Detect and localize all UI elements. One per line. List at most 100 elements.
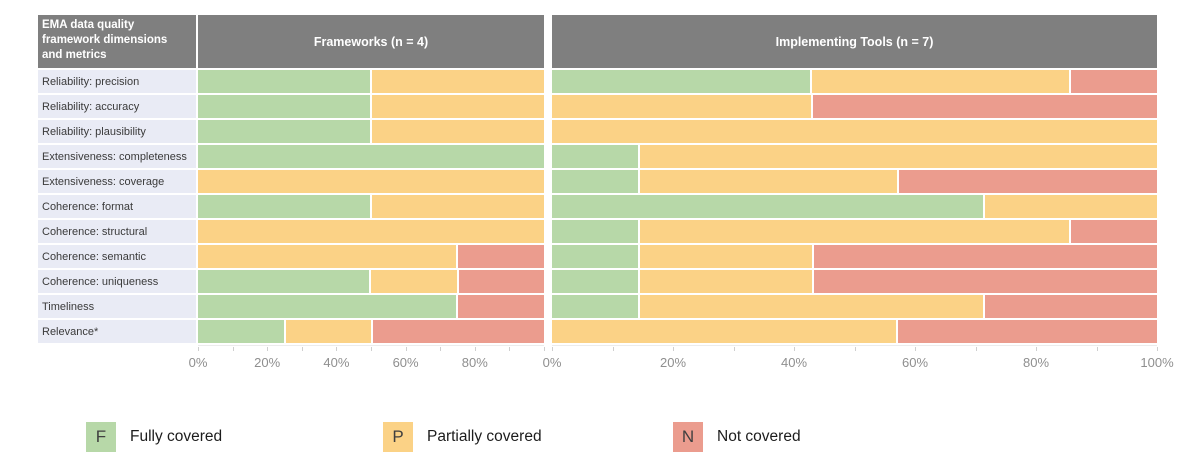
chart-grid: EMA data quality framework dimensions an… — [38, 15, 1200, 380]
bar-segment-partially-covered — [984, 195, 1157, 218]
bar-segment-partially-covered — [639, 220, 1070, 243]
bar-segment-not-covered — [899, 170, 1158, 193]
axis-tick-label: 20% — [659, 355, 687, 370]
tools-bar-track — [552, 95, 1157, 118]
axis-tick-label: 60% — [392, 355, 419, 370]
row-label: Coherence: uniqueness — [38, 270, 198, 293]
panel-gap — [544, 15, 552, 68]
bar-segment-fully-covered — [552, 245, 638, 268]
panel-gap — [544, 170, 552, 193]
bar-segment-not-covered — [1071, 220, 1157, 243]
bar-segment-not-covered — [813, 270, 1157, 293]
bar-segment-partially-covered — [198, 170, 544, 193]
axis-tick — [440, 347, 442, 351]
panel-gap — [544, 145, 552, 168]
row-label: Extensiveness: coverage — [38, 170, 198, 193]
panel-gap — [544, 245, 552, 268]
axis-tick — [301, 347, 303, 351]
bar-segment-not-covered — [1071, 70, 1158, 93]
bar-segment-partially-covered — [372, 70, 544, 93]
axis-tick-label: 0% — [542, 355, 562, 370]
bar-segment-fully-covered — [198, 120, 370, 143]
frameworks-bar-track — [198, 95, 544, 118]
bar-segment-fully-covered — [198, 320, 284, 343]
tools-x-axis: 0% 20% 40% 60% 80% 100% — [543, 345, 1174, 380]
axis-tick — [1096, 347, 1098, 351]
row-label: Extensiveness: completeness — [38, 145, 198, 168]
bar-segment-fully-covered — [198, 295, 456, 318]
axis-tick — [552, 347, 553, 351]
bar-segment-fully-covered — [198, 145, 544, 168]
frameworks-x-axis: 0% 20% 40% 60% 80% — [189, 345, 545, 380]
axis-tick — [232, 347, 234, 351]
chart-page: EMA data quality framework dimensions an… — [38, 15, 1200, 452]
legend-item-partially-covered: P Partially covered — [383, 422, 542, 452]
row-dimension-header: EMA data quality framework dimensions an… — [38, 15, 198, 68]
axis-tick — [474, 347, 476, 351]
bar-segment-fully-covered — [198, 70, 370, 93]
panel-gap — [544, 70, 552, 93]
tools-bar-track — [552, 245, 1157, 268]
axis-tick — [612, 347, 614, 351]
frameworks-bar-track — [198, 320, 544, 343]
tools-bar-track — [552, 170, 1158, 193]
bar-segment-partially-covered — [371, 270, 457, 293]
axis-tick — [794, 347, 795, 351]
bar-segment-partially-covered — [198, 245, 456, 268]
bar-segment-partially-covered — [811, 70, 1070, 93]
bar-segment-partially-covered — [372, 95, 544, 118]
axis-tick-label: 80% — [1022, 355, 1050, 370]
partially-covered-label: Partially covered — [427, 428, 542, 445]
panel-gap — [544, 295, 552, 318]
axis-tick-label: 60% — [901, 355, 929, 370]
fully-covered-swatch: F — [86, 422, 116, 452]
axis-tick — [336, 347, 338, 351]
panel-gap — [544, 345, 552, 380]
fully-covered-label: Fully covered — [130, 428, 223, 445]
bar-segment-fully-covered — [552, 170, 638, 193]
axis-tick — [733, 347, 735, 351]
row-label: Coherence: semantic — [38, 245, 198, 268]
frameworks-bar-track — [198, 170, 544, 193]
tools-bar-track — [552, 320, 1157, 343]
panel-gap — [544, 320, 552, 343]
tools-bar-track — [552, 295, 1157, 318]
axis-tick — [673, 347, 674, 351]
axis-tick — [975, 347, 977, 351]
bar-segment-fully-covered — [552, 195, 983, 218]
frameworks-bar-track — [198, 220, 544, 243]
frameworks-panel-header: Frameworks (n = 4) — [198, 15, 544, 68]
not-covered-label: Not covered — [717, 428, 801, 445]
bar-segment-partially-covered — [552, 120, 1157, 143]
axis-tick — [198, 347, 199, 351]
frameworks-bar-track — [198, 145, 544, 168]
bar-segment-not-covered — [813, 245, 1157, 268]
bar-segment-fully-covered — [552, 220, 638, 243]
tools-bar-track — [552, 195, 1157, 218]
legend-item-fully-covered: F Fully covered — [86, 422, 222, 452]
row-label: Reliability: accuracy — [38, 95, 198, 118]
bar-segment-not-covered — [812, 95, 1157, 118]
row-label: Coherence: format — [38, 195, 198, 218]
row-label: Coherence: structural — [38, 220, 198, 243]
bar-segment-not-covered — [458, 295, 544, 318]
axis-tick-label: 100% — [1140, 355, 1174, 370]
bar-segment-partially-covered — [198, 220, 544, 243]
axis-tick — [371, 347, 372, 351]
tools-bar-track — [552, 220, 1157, 243]
frameworks-bar-track — [198, 70, 544, 93]
row-label: Relevance* — [38, 320, 198, 343]
tools-bar-track — [552, 70, 1158, 93]
bar-segment-partially-covered — [639, 245, 812, 268]
tools-bar-track — [552, 120, 1157, 143]
frameworks-bar-track — [198, 295, 544, 318]
bar-segment-partially-covered — [372, 120, 544, 143]
axis-tick — [509, 347, 511, 351]
row-label: Reliability: plausibility — [38, 120, 198, 143]
axis-tick-label: 40% — [780, 355, 808, 370]
frameworks-bar-track — [198, 245, 544, 268]
bar-segment-fully-covered — [552, 145, 639, 168]
axis-tick — [854, 347, 856, 351]
panel-gap — [544, 95, 552, 118]
bar-segment-fully-covered — [552, 270, 638, 293]
